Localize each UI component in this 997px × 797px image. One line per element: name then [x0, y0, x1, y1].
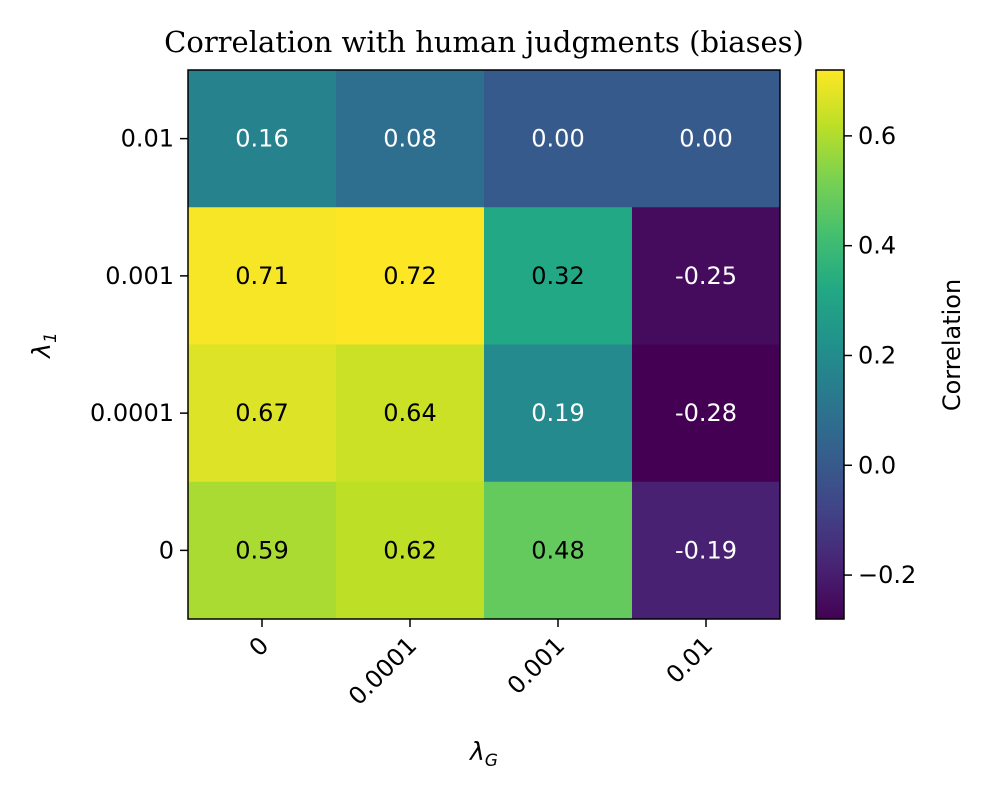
x-tick-label: 0: [244, 631, 275, 662]
x-axis-label-base: λ: [468, 737, 485, 766]
heatmap-cell: [336, 481, 485, 620]
y-axis-label-sub: 1: [41, 332, 61, 343]
x-axis-ticks: 0 0.0001 0.001 0.01: [244, 619, 719, 711]
cell-value-label: 0.72: [383, 262, 436, 290]
heatmap-cell: [632, 207, 781, 345]
heatmap-cell: [188, 207, 337, 345]
heatmap-cell: [188, 481, 337, 620]
cell-value-label: 0.16: [235, 125, 288, 153]
heatmap-cell: [188, 70, 337, 208]
y-axis-label: λ1: [27, 332, 61, 360]
heatmap-cell: [188, 344, 337, 483]
cell-value-label: 0.71: [235, 262, 288, 290]
y-tick-label: 0.0001: [90, 399, 174, 427]
plot-frame: [187, 69, 781, 620]
heatmap-cells: [188, 70, 781, 620]
colorbar: [815, 69, 845, 620]
y-axis-label-base: λ: [27, 343, 56, 360]
colorbar-tick-label: 0.4: [858, 232, 896, 260]
cell-value-label: -0.28: [675, 399, 737, 427]
colorbar-tick-label: −0.2: [858, 561, 916, 589]
cell-value-label: 0.00: [531, 125, 584, 153]
x-tick-label: 0.0001: [343, 631, 422, 710]
y-axis-ticks: 0.01 0.001 0.0001 0: [90, 125, 188, 564]
x-tick-label: 0.01: [661, 631, 719, 689]
colorbar-tick-label: 0.6: [858, 122, 896, 150]
heatmap-cell-labels: 0.16 0.08 0.00 0.00 0.71 0.72 0.32 -0.25 0.67 0.6…: [235, 125, 737, 565]
chart-title: Correlation with human judgments (biases…: [164, 25, 804, 59]
x-axis-label-sub: G: [485, 751, 498, 771]
cell-value-label: 0.08: [383, 125, 436, 153]
colorbar-tick-label: 0.0: [858, 451, 896, 479]
colorbar-tick-label: 0.2: [858, 341, 896, 369]
heatmap-cell: [484, 481, 633, 620]
heatmap-cell: [632, 481, 781, 620]
heatmap-cell: [336, 207, 485, 345]
x-axis-label: λG: [468, 737, 498, 771]
cell-value-label: 0.32: [531, 262, 584, 290]
cell-value-label: 0.67: [235, 399, 288, 427]
y-tick-label: 0: [159, 536, 174, 564]
heatmap-cell: [336, 70, 485, 208]
x-tick-label: 0.001: [502, 631, 570, 699]
cell-value-label: 0.64: [383, 399, 436, 427]
cell-value-label: -0.25: [675, 262, 737, 290]
cell-value-label: 0.59: [235, 536, 288, 564]
y-tick-label: 0.01: [121, 125, 174, 153]
cell-value-label: -0.19: [675, 536, 737, 564]
cell-value-label: 0.00: [679, 125, 732, 153]
heatmap-cell: [484, 207, 633, 345]
heatmap-cell: [484, 344, 633, 483]
heatmap-cell: [484, 70, 633, 208]
y-tick-label: 0.001: [105, 262, 174, 290]
colorbar-ticks: −0.2 0.0 0.2 0.4 0.6: [844, 122, 916, 589]
cell-value-label: 0.48: [531, 536, 584, 564]
cell-value-label: 0.62: [383, 536, 436, 564]
heatmap-cell: [632, 70, 781, 208]
cell-value-label: 0.19: [531, 399, 584, 427]
colorbar-label: Correlation: [938, 279, 966, 411]
heatmap-cell: [336, 344, 485, 483]
heatmap-cell: [632, 344, 781, 483]
